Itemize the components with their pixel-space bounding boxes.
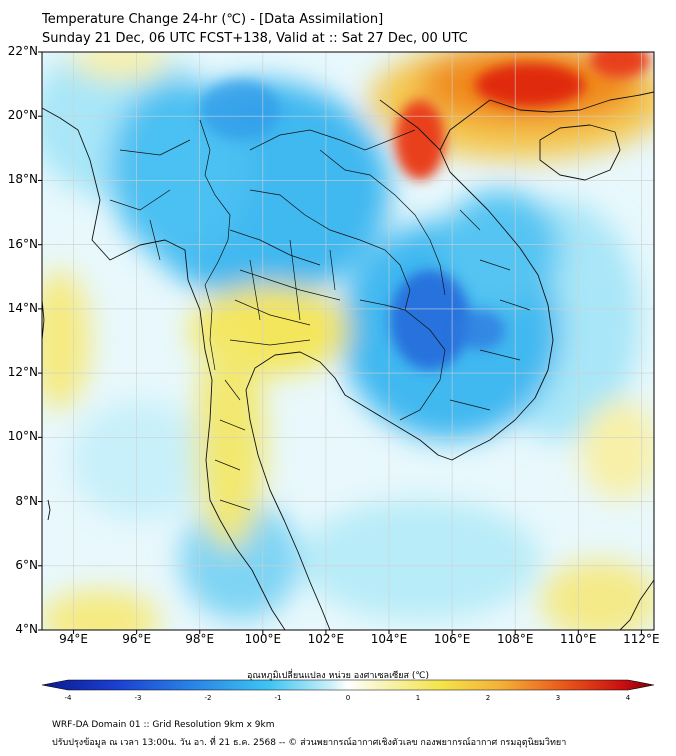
colorbar-tick-label: -1: [274, 694, 282, 702]
lat-label: 22°N: [7, 44, 38, 58]
lat-label: 4°N: [15, 622, 38, 636]
colorbar: [41, 679, 655, 691]
colorbar-tick-label: 2: [485, 694, 491, 702]
colorbar-tick-label: 4: [625, 694, 631, 702]
colorbar-tick-label: -4: [64, 694, 72, 702]
map-subtitle: Sunday 21 Dec, 06 UTC FCST+138, Valid at…: [42, 31, 468, 46]
map-title: Temperature Change 24-hr (℃) - [Data Ass…: [42, 12, 384, 27]
lon-label: 106°E: [433, 632, 471, 646]
lat-label: 6°N: [15, 557, 38, 572]
lon-label: 96°E: [122, 632, 152, 646]
footer-credits: ปรับปรุงข้อมูล ณ เวลา 13:00น. วัน อา. ที…: [52, 738, 567, 748]
lon-label: 108°E: [496, 632, 534, 646]
temperature-field: [42, 52, 654, 630]
colorbar-tick-label: 0: [345, 694, 351, 702]
colorbar-tick-label: 3: [555, 694, 561, 702]
lat-label: 10°N: [7, 429, 38, 444]
lon-label: 104°E: [370, 632, 408, 646]
colorbar-tick-label: -2: [204, 694, 212, 702]
colorbar-title: อุณหภูมิเปลี่ยนแปลง หน่วย องศาเซลเซียส (…: [246, 671, 430, 681]
country-borders: [109, 119, 531, 511]
colorbar-tick-label: -3: [134, 694, 142, 702]
footer-model-info: WRF-DA Domain 01 :: Grid Resolution 9km …: [52, 720, 275, 730]
axis-ticks: [38, 51, 642, 634]
lat-label: 18°N: [7, 172, 38, 187]
lon-label: 98°E: [185, 632, 215, 646]
graticule: [42, 52, 654, 630]
coastlines: [42, 91, 654, 630]
lon-label: 100°E: [244, 632, 282, 646]
lon-label: 110°E: [560, 632, 597, 646]
lon-label: 112°E: [623, 632, 660, 646]
map-frame: [41, 51, 655, 631]
colorbar-tick-label: 1: [415, 694, 421, 702]
lon-label: 94°E: [59, 632, 88, 646]
lon-label: 102°E: [307, 632, 345, 646]
lat-label: 14°N: [7, 300, 38, 315]
lat-label: 12°N: [7, 365, 38, 380]
lat-label: 20°N: [7, 108, 38, 123]
colorbar-strip: [41, 679, 655, 691]
lat-label: 16°N: [7, 236, 38, 251]
lat-label: 8°N: [15, 493, 38, 508]
